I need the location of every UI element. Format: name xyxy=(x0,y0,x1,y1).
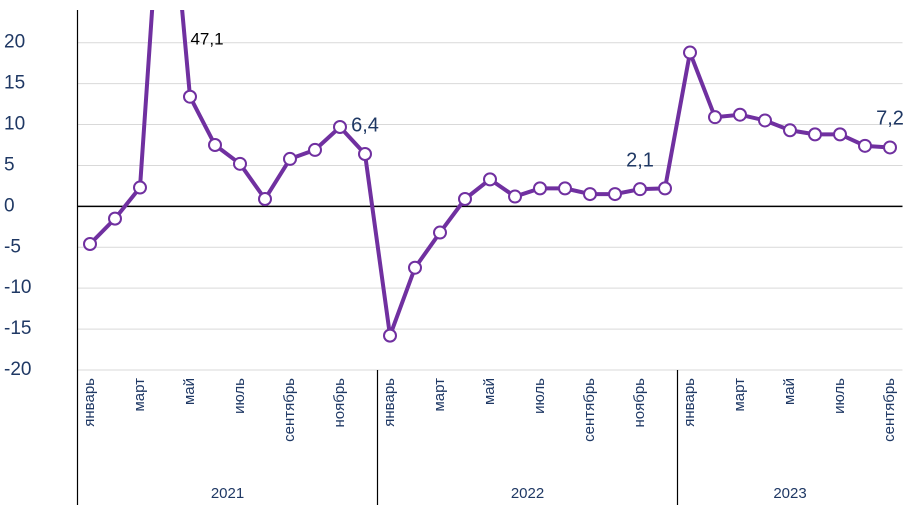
y-tick-label: -5 xyxy=(4,236,21,257)
year-label: 2021 xyxy=(211,485,244,502)
x-tick-label: ноябрь xyxy=(331,378,348,428)
x-tick-label: июль xyxy=(831,378,848,414)
marker xyxy=(83,237,97,251)
x-tick-label: январь xyxy=(81,378,98,427)
y-tick-label: 20 xyxy=(4,32,25,53)
data-label: 47,1 xyxy=(190,29,223,48)
marker xyxy=(308,142,322,157)
marker xyxy=(608,187,622,202)
data-label: 7,2 xyxy=(876,108,904,130)
marker xyxy=(383,328,397,343)
marker xyxy=(133,180,147,195)
marker xyxy=(183,89,197,104)
marker xyxy=(583,187,597,202)
x-tick-label: март xyxy=(431,378,448,412)
marker xyxy=(683,45,697,60)
y-tick-label: 0 xyxy=(4,195,15,216)
marker xyxy=(533,181,547,196)
grid xyxy=(77,42,903,371)
data-label: 6,4 xyxy=(351,114,379,136)
x-tick-label: январь xyxy=(681,378,698,427)
marker xyxy=(633,182,647,197)
x-tick-label: июль xyxy=(531,378,548,414)
y-tick-label: -20 xyxy=(4,359,31,380)
x-tick-label: июль xyxy=(231,378,248,414)
marker xyxy=(408,260,422,275)
marker xyxy=(783,123,797,138)
marker xyxy=(708,110,722,125)
y-tick-label: -15 xyxy=(4,318,31,339)
x-tick-label: май xyxy=(781,378,798,405)
x-tick-label: сентябрь xyxy=(881,378,898,442)
x-tick-label: март xyxy=(731,378,748,412)
x-tick-label: май xyxy=(481,378,498,405)
x-tick-label: май xyxy=(181,378,198,405)
marker xyxy=(233,156,247,171)
y-tick-label: -10 xyxy=(4,277,31,298)
marker xyxy=(258,192,272,206)
marker xyxy=(283,151,297,166)
marks xyxy=(83,10,897,343)
x-tick-label: март xyxy=(131,378,148,412)
marker xyxy=(208,138,222,152)
marker xyxy=(733,107,747,122)
x-tick-label: январь xyxy=(381,378,398,427)
marker xyxy=(658,181,672,196)
marker xyxy=(858,138,872,153)
marker xyxy=(883,140,897,155)
x-tick-label: сентябрь xyxy=(581,378,598,442)
data-label: 2,1 xyxy=(626,149,654,171)
marker xyxy=(333,120,347,134)
marker xyxy=(433,225,447,240)
marker xyxy=(558,181,572,196)
marker xyxy=(108,211,122,226)
marker xyxy=(483,172,497,187)
marker xyxy=(508,189,522,204)
marker xyxy=(458,192,472,206)
y-tick-label: 15 xyxy=(4,73,25,94)
marker xyxy=(358,147,372,161)
y-tick-label: 5 xyxy=(4,154,15,175)
x-tick-label: ноябрь xyxy=(631,378,648,428)
year-label: 2023 xyxy=(773,485,806,502)
marker xyxy=(808,127,822,142)
line xyxy=(88,10,891,338)
year-label: 2022 xyxy=(511,485,544,502)
marker xyxy=(833,127,847,142)
marker xyxy=(758,113,772,128)
y-tick-label: 10 xyxy=(4,114,25,135)
x-tick-label: сентябрь xyxy=(281,378,298,442)
